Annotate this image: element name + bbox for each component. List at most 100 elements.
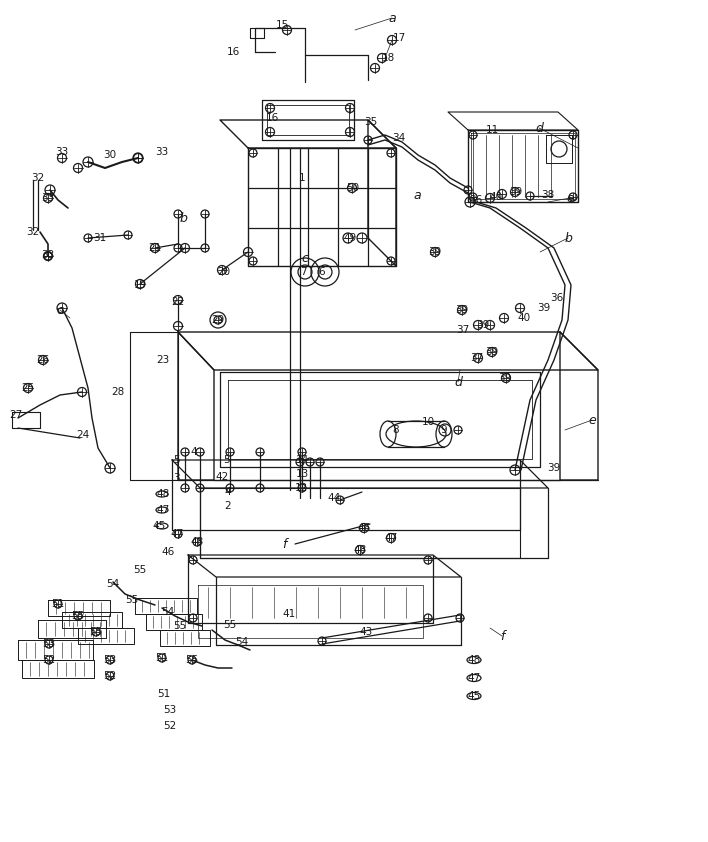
Text: 6: 6: [319, 267, 325, 277]
Text: 18: 18: [382, 53, 394, 63]
Text: 40: 40: [489, 192, 503, 202]
Text: 25: 25: [21, 383, 35, 393]
Text: 16: 16: [266, 113, 279, 123]
Text: 36: 36: [550, 293, 564, 303]
Text: 40: 40: [518, 313, 530, 323]
Text: 1: 1: [299, 173, 305, 183]
Text: a: a: [388, 12, 396, 24]
Text: 5: 5: [223, 455, 229, 465]
Text: e: e: [588, 413, 596, 427]
Text: 22: 22: [171, 297, 185, 307]
Text: b: b: [179, 211, 187, 225]
Text: 37: 37: [470, 353, 484, 363]
Text: 20: 20: [217, 267, 231, 277]
Text: 29: 29: [212, 315, 224, 325]
Text: 55: 55: [89, 627, 103, 637]
Text: 16: 16: [227, 47, 239, 57]
Text: 28: 28: [111, 387, 125, 397]
Text: d: d: [454, 376, 462, 388]
Text: 30: 30: [103, 150, 117, 160]
Text: 39: 39: [498, 373, 512, 383]
Text: 53: 53: [103, 655, 117, 665]
Text: 55: 55: [185, 655, 199, 665]
Text: 48: 48: [156, 489, 170, 499]
Text: 51: 51: [155, 653, 169, 663]
Text: 13: 13: [295, 469, 309, 479]
Text: 50: 50: [346, 183, 360, 193]
Text: 49: 49: [343, 233, 357, 243]
Text: 19: 19: [133, 280, 147, 290]
Text: 35: 35: [365, 117, 377, 127]
Text: 21: 21: [149, 243, 161, 253]
Text: 33: 33: [55, 147, 69, 157]
Text: 39: 39: [476, 320, 490, 330]
Text: 54: 54: [161, 607, 175, 617]
Text: 9: 9: [440, 425, 447, 435]
Text: 45: 45: [152, 521, 166, 531]
Text: 47: 47: [171, 529, 183, 539]
Text: e: e: [566, 191, 574, 205]
Text: 55: 55: [125, 595, 139, 605]
Text: 43: 43: [360, 627, 372, 637]
Text: 37: 37: [457, 325, 469, 335]
Text: 52: 52: [164, 721, 176, 731]
Text: f: f: [500, 630, 504, 642]
Text: 41: 41: [282, 609, 296, 619]
Text: 39: 39: [547, 463, 561, 473]
Text: 32: 32: [26, 227, 40, 237]
Text: 36: 36: [469, 195, 483, 205]
Text: 39: 39: [486, 347, 498, 357]
Text: 39: 39: [509, 187, 523, 197]
Text: c: c: [302, 252, 309, 264]
Text: 17: 17: [392, 33, 406, 43]
Text: 54: 54: [235, 637, 249, 647]
Text: 4: 4: [190, 447, 198, 457]
Text: b: b: [564, 232, 572, 244]
Text: 23: 23: [156, 355, 170, 365]
Text: 10: 10: [421, 417, 435, 427]
Text: 55: 55: [224, 620, 236, 630]
Text: 33: 33: [41, 250, 55, 260]
Text: 12: 12: [295, 483, 307, 493]
Text: a: a: [413, 189, 421, 201]
Text: 31: 31: [93, 233, 107, 243]
Text: 51: 51: [157, 689, 171, 699]
Text: 33: 33: [155, 147, 169, 157]
Text: 11: 11: [486, 125, 498, 135]
Text: 39: 39: [455, 305, 469, 315]
Text: 44: 44: [327, 493, 341, 503]
Text: 7: 7: [299, 267, 307, 277]
Text: 52: 52: [42, 655, 56, 665]
Text: 52: 52: [103, 671, 117, 681]
Text: c: c: [57, 303, 64, 317]
Text: 55: 55: [173, 621, 187, 631]
Text: 48: 48: [467, 655, 481, 665]
Text: 46: 46: [161, 547, 175, 557]
Text: f: f: [282, 537, 286, 551]
Text: 48: 48: [190, 537, 204, 547]
Text: 39: 39: [537, 303, 551, 313]
Text: 53: 53: [42, 639, 56, 649]
Text: 3: 3: [173, 473, 179, 483]
Text: 2: 2: [224, 501, 232, 511]
Text: 14: 14: [295, 455, 309, 465]
Text: 42: 42: [215, 472, 229, 482]
Text: 48: 48: [353, 545, 367, 555]
Text: 34: 34: [392, 133, 406, 143]
Text: 38: 38: [542, 190, 554, 200]
Text: 15: 15: [275, 20, 289, 30]
Text: 55: 55: [133, 565, 147, 575]
Text: 24: 24: [76, 430, 90, 440]
Text: 47: 47: [467, 673, 481, 683]
Text: 47: 47: [156, 505, 170, 515]
Text: 46: 46: [358, 523, 370, 533]
Text: 26: 26: [36, 355, 50, 365]
Text: 33: 33: [41, 193, 55, 203]
Text: 8: 8: [393, 425, 399, 435]
Text: 54: 54: [106, 579, 120, 589]
Text: d: d: [535, 121, 543, 135]
Text: 39: 39: [428, 247, 442, 257]
Text: 4: 4: [224, 487, 232, 497]
Text: 47: 47: [384, 533, 398, 543]
Text: 45: 45: [467, 691, 481, 701]
